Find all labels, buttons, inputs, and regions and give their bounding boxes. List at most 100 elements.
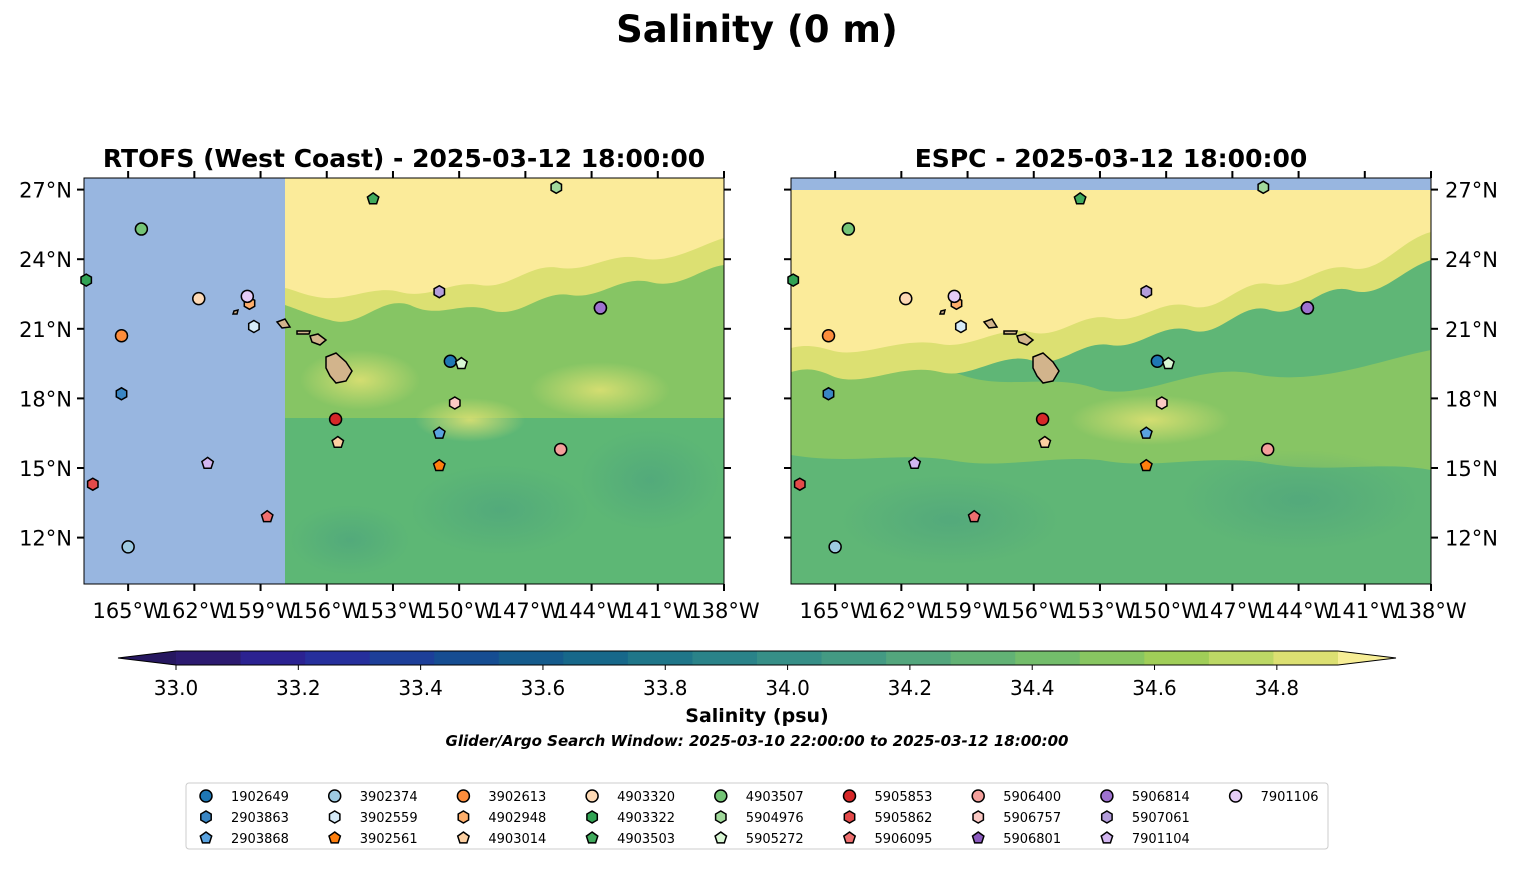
legend-marker-5906095 — [842, 831, 857, 844]
colorbar-segment — [498, 651, 564, 665]
island-molokai — [1003, 330, 1019, 335]
colorbar-extend-low — [118, 651, 176, 665]
legend-label: 4903014 — [488, 832, 546, 847]
legend-marker-5906814 — [1100, 789, 1114, 803]
x-tick-label: 138°W — [1395, 599, 1467, 623]
y-tick-label: 12°N — [1445, 527, 1498, 551]
colorbar-segment — [1015, 651, 1081, 665]
eddy — [580, 430, 720, 530]
panel-title-espc: ESPC - 2025-03-12 18:00:00 — [915, 144, 1308, 173]
colorbar-tick-label: 33.4 — [398, 676, 443, 700]
x-tick-label: 153°W — [357, 599, 429, 623]
legend-marker-4902948 — [457, 810, 470, 824]
colorbar-tick-label: 33.6 — [521, 676, 566, 700]
colorbar-segment — [1273, 651, 1339, 665]
map-frame-rtofs — [83, 177, 725, 585]
colorbar-tick-label: 34.4 — [1010, 676, 1055, 700]
island-oahu — [982, 318, 999, 329]
y-tick-label: 24°N — [1445, 248, 1498, 272]
map-panel-espc: ESPC - 2025-03-12 18:00:00 165°W162°W159… — [784, 144, 1498, 623]
legend-label: 4903322 — [617, 811, 675, 826]
x-tick-label: 153°W — [1064, 599, 1136, 623]
legend-label: 7901104 — [1132, 832, 1190, 847]
salinity-high-rtofs — [285, 178, 724, 299]
float-marker-5906757 — [1155, 396, 1168, 410]
figure-title: Salinity (0 m) — [616, 8, 898, 51]
legend-label: 7901106 — [1261, 790, 1319, 805]
x-tick-label: 159°W — [225, 599, 297, 623]
float-marker-5907061 — [1140, 284, 1153, 299]
legend-marker-7901106 — [1228, 789, 1243, 803]
legend-label: 3902613 — [488, 790, 546, 805]
y-tick-label: 24°N — [19, 248, 72, 272]
float-marker-5905272 — [454, 356, 468, 370]
colorbar-segment — [627, 651, 693, 665]
eddy — [840, 475, 1060, 565]
colorbar-label: Salinity (psu) — [685, 705, 828, 727]
x-tick-label: 162°W — [159, 599, 231, 623]
float-marker-5906095 — [967, 509, 981, 523]
colorbar-segment — [1208, 651, 1274, 665]
x-tick-label: 156°W — [291, 599, 363, 623]
legend-label: 5905272 — [746, 832, 804, 847]
colorbar-segment — [1079, 651, 1145, 665]
map-panel-rtofs: RTOFS (West Coast) - 2025-03-12 18:00:00… — [19, 144, 760, 623]
float-marker-3902374 — [121, 540, 135, 554]
legend-label: 1902649 — [231, 790, 289, 805]
colorbar-segment — [563, 651, 629, 665]
salinity-high-espc — [791, 178, 1431, 353]
legend-label: 5907061 — [1132, 811, 1190, 826]
legend-label: 4902948 — [488, 811, 546, 826]
island-big-island — [1032, 352, 1060, 384]
legend-label: 5906801 — [1003, 832, 1061, 847]
island-oahu — [275, 318, 292, 329]
x-tick-label: 162°W — [866, 599, 938, 623]
float-marker-7901106 — [947, 289, 962, 304]
island-kauai — [231, 308, 240, 315]
eddy — [300, 350, 420, 410]
float-marker-4903507 — [841, 222, 856, 236]
float-marker-4903320 — [899, 291, 913, 306]
x-tick-label: 165°W — [799, 599, 871, 623]
colorbar-tick-label: 34.6 — [1132, 676, 1177, 700]
float-marker-3902613 — [821, 329, 836, 343]
float-marker-1902649 — [443, 354, 458, 369]
colorbar-tick-label: 33.2 — [276, 676, 321, 700]
colorbar-segment — [1144, 651, 1210, 665]
float-marker-3902561 — [1139, 458, 1153, 472]
colorbar-extend-high — [1338, 651, 1396, 665]
float-marker-3902613 — [114, 329, 129, 343]
legend-marker-4903320 — [585, 789, 599, 803]
x-tick-label: 165°W — [92, 599, 164, 623]
legend-marker-4903014 — [456, 831, 470, 844]
float-marker-3902561 — [432, 458, 446, 472]
legend-label: 4903320 — [617, 790, 675, 805]
legend-marker-5904976 — [714, 810, 727, 824]
colorbar-segment — [886, 651, 952, 665]
legend-label: 5906757 — [1003, 811, 1061, 826]
colorbar-tick-label: 34.2 — [888, 676, 933, 700]
float-marker-7901104 — [908, 456, 922, 469]
float-marker-3902374 — [828, 540, 842, 554]
legend-label: 2903868 — [231, 832, 289, 847]
colorbar-tick-label: 33.0 — [154, 676, 199, 700]
y-tick-label: 18°N — [19, 387, 72, 411]
colorbar-segment — [821, 651, 887, 665]
legend-label: 2903863 — [231, 811, 289, 826]
x-tick-label: 150°W — [423, 599, 495, 623]
x-tick-label: 147°W — [1197, 599, 1269, 623]
legend-marker-5906400 — [971, 789, 985, 803]
float-marker-4903322 — [80, 273, 93, 287]
legend-marker-5906801 — [971, 831, 985, 844]
float-marker-2903863 — [822, 386, 835, 401]
colorbar-segment — [240, 651, 306, 665]
colorbar-tick-label: 34.0 — [765, 676, 810, 700]
legend-marker-5906757 — [972, 810, 985, 824]
float-marker-5907061 — [433, 284, 446, 299]
axis-ticks-rtofs: 165°W162°W159°W156°W153°W150°W147°W144°W… — [19, 171, 760, 623]
float-marker-4903014 — [1038, 435, 1052, 449]
float-marker-2903863 — [115, 386, 128, 401]
map-frame-espc — [790, 177, 1432, 585]
float-marker-5906814 — [593, 301, 608, 315]
float-marker-5905862 — [86, 477, 99, 492]
